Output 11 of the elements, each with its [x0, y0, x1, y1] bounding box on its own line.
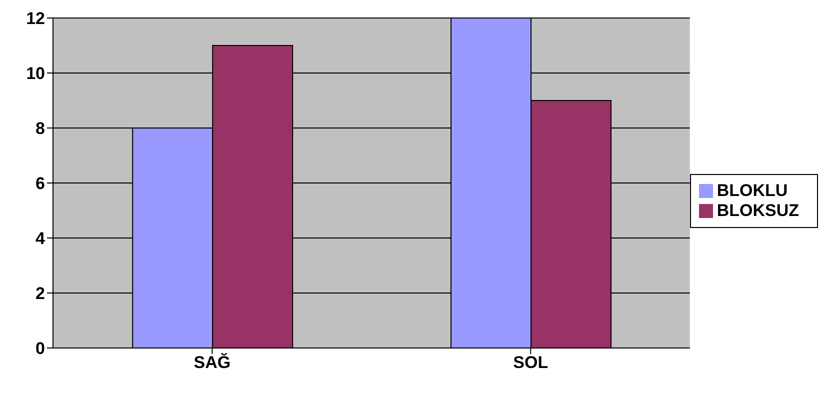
y-tick-label: 12: [26, 9, 45, 28]
y-tick-label: 0: [36, 339, 45, 358]
legend-label: BLOKSUZ: [716, 200, 799, 220]
legend-label: BLOKLU: [716, 180, 788, 200]
y-tick-label: 8: [36, 119, 45, 138]
y-tick-label: 6: [36, 174, 45, 194]
y-tick-label: 10: [26, 64, 45, 84]
x-tick-label: SOL: [513, 353, 548, 372]
y-tick-label: 2: [36, 284, 45, 304]
x-tick-label: SAĞ: [194, 352, 231, 372]
y-tick-label: 4: [36, 229, 46, 248]
